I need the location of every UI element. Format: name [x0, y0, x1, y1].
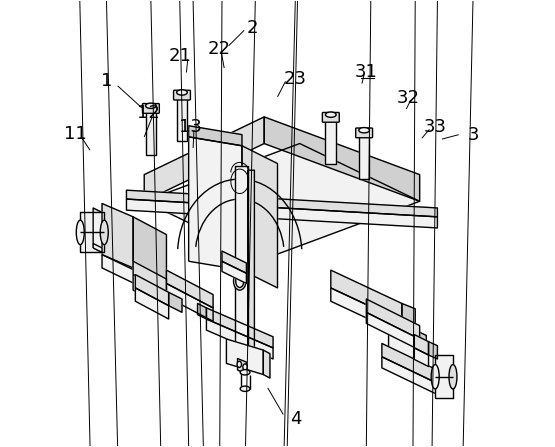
Polygon shape: [176, 97, 188, 141]
FancyBboxPatch shape: [356, 128, 372, 138]
Polygon shape: [415, 348, 428, 367]
Ellipse shape: [100, 220, 108, 245]
Text: 1: 1: [101, 72, 112, 90]
Text: 23: 23: [284, 70, 307, 88]
Polygon shape: [133, 274, 166, 308]
Polygon shape: [93, 208, 102, 253]
Polygon shape: [102, 203, 133, 268]
Polygon shape: [222, 261, 246, 283]
Polygon shape: [206, 308, 273, 348]
Polygon shape: [127, 190, 437, 217]
Polygon shape: [435, 355, 453, 398]
Polygon shape: [226, 339, 263, 375]
Ellipse shape: [325, 112, 336, 117]
Polygon shape: [242, 146, 278, 288]
Ellipse shape: [431, 365, 439, 389]
Polygon shape: [264, 117, 420, 201]
Ellipse shape: [145, 103, 156, 109]
Text: 31: 31: [355, 63, 378, 81]
Polygon shape: [135, 288, 169, 319]
Polygon shape: [144, 117, 264, 201]
Polygon shape: [189, 126, 242, 146]
Polygon shape: [133, 261, 166, 292]
Polygon shape: [359, 135, 370, 179]
Polygon shape: [331, 270, 402, 321]
Polygon shape: [366, 299, 420, 339]
Polygon shape: [102, 255, 166, 299]
Polygon shape: [189, 137, 242, 270]
Text: 33: 33: [423, 118, 447, 135]
Polygon shape: [325, 119, 336, 164]
Polygon shape: [144, 143, 420, 259]
Text: 4: 4: [290, 410, 302, 428]
Polygon shape: [382, 357, 437, 395]
Polygon shape: [206, 319, 273, 359]
Polygon shape: [382, 343, 437, 384]
FancyBboxPatch shape: [174, 90, 190, 100]
Text: 21: 21: [168, 46, 191, 64]
Polygon shape: [235, 166, 248, 352]
Polygon shape: [93, 244, 102, 253]
Ellipse shape: [234, 272, 246, 290]
Text: 12: 12: [137, 104, 160, 122]
Polygon shape: [166, 283, 213, 321]
Polygon shape: [388, 332, 415, 377]
Polygon shape: [366, 312, 420, 350]
Polygon shape: [135, 274, 169, 306]
Polygon shape: [388, 317, 415, 346]
Polygon shape: [127, 199, 437, 228]
Text: 2: 2: [246, 19, 258, 37]
Polygon shape: [415, 330, 426, 351]
Text: 3: 3: [467, 126, 479, 143]
Ellipse shape: [176, 90, 188, 95]
Polygon shape: [402, 304, 415, 327]
Polygon shape: [331, 288, 402, 334]
Ellipse shape: [76, 220, 84, 245]
Polygon shape: [248, 170, 254, 357]
Polygon shape: [145, 110, 156, 155]
Ellipse shape: [359, 127, 370, 133]
Ellipse shape: [240, 370, 250, 375]
FancyBboxPatch shape: [322, 113, 339, 122]
Ellipse shape: [236, 275, 244, 287]
Polygon shape: [166, 270, 213, 308]
Text: 11: 11: [64, 125, 87, 143]
Polygon shape: [133, 217, 166, 286]
Polygon shape: [428, 342, 437, 359]
Polygon shape: [222, 251, 246, 273]
Polygon shape: [169, 292, 182, 312]
Ellipse shape: [243, 364, 248, 370]
Polygon shape: [198, 304, 206, 319]
Text: 13: 13: [179, 118, 203, 135]
FancyBboxPatch shape: [143, 104, 159, 114]
Ellipse shape: [449, 365, 457, 389]
Polygon shape: [415, 334, 428, 355]
Ellipse shape: [240, 386, 250, 392]
Polygon shape: [238, 358, 246, 374]
Polygon shape: [263, 350, 270, 378]
Polygon shape: [80, 212, 104, 253]
Text: 22: 22: [208, 40, 230, 58]
Ellipse shape: [237, 361, 241, 367]
Text: 32: 32: [397, 89, 420, 107]
